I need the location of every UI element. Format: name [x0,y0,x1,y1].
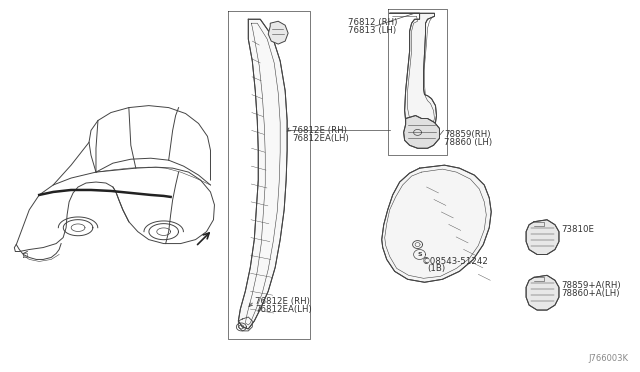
Polygon shape [404,116,440,148]
Text: 76813 (LH): 76813 (LH) [348,26,396,35]
Text: 76812 (RH): 76812 (RH) [348,18,397,27]
Polygon shape [238,19,287,329]
Text: J766003K: J766003K [589,354,628,363]
Text: 78860 (LH): 78860 (LH) [444,138,493,147]
Text: ©08543-51242: ©08543-51242 [422,257,488,266]
Text: 78859+A(RH): 78859+A(RH) [561,281,621,290]
Text: (1B): (1B) [428,264,445,273]
Text: 76812EA(LH): 76812EA(LH) [255,305,312,314]
Text: S: S [417,252,422,257]
Polygon shape [526,220,559,254]
Polygon shape [381,165,492,282]
Text: 76812E (RH): 76812E (RH) [255,297,310,306]
Text: 78859(RH): 78859(RH) [444,131,491,140]
Text: 78860+A(LH): 78860+A(LH) [561,289,620,298]
Polygon shape [268,21,288,44]
Text: 76812EA(LH): 76812EA(LH) [292,134,349,143]
Text: 73810E: 73810E [561,225,594,234]
Text: 76812E (RH): 76812E (RH) [292,126,347,135]
Polygon shape [526,275,559,310]
Polygon shape [390,13,436,134]
